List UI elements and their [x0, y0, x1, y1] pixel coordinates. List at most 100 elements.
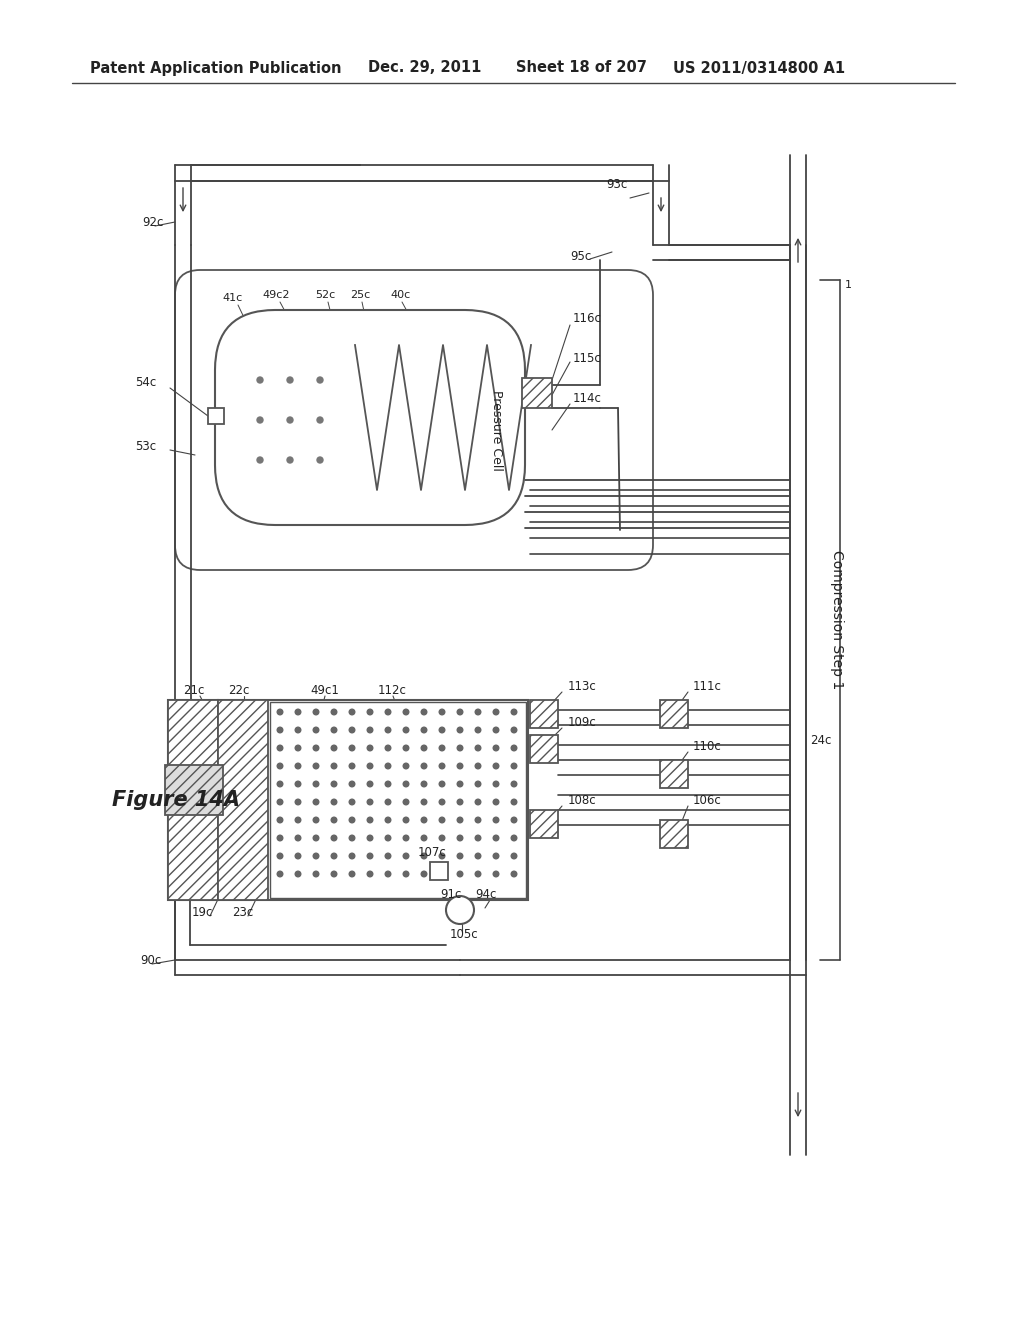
Circle shape: [331, 746, 337, 751]
Circle shape: [368, 709, 373, 715]
Circle shape: [439, 746, 444, 751]
Bar: [522, 378, 552, 408]
Circle shape: [368, 799, 373, 805]
Circle shape: [278, 853, 283, 859]
Circle shape: [278, 746, 283, 751]
Circle shape: [295, 799, 301, 805]
Circle shape: [439, 817, 444, 822]
Circle shape: [331, 853, 337, 859]
Circle shape: [295, 763, 301, 768]
Circle shape: [313, 817, 318, 822]
Circle shape: [349, 836, 354, 841]
Bar: [660, 760, 688, 788]
FancyBboxPatch shape: [175, 271, 653, 570]
Text: 105c: 105c: [450, 928, 478, 941]
Circle shape: [257, 378, 263, 383]
Bar: [165, 766, 223, 814]
Text: 1: 1: [845, 280, 852, 290]
Circle shape: [349, 799, 354, 805]
Circle shape: [403, 871, 409, 876]
Circle shape: [403, 817, 409, 822]
Circle shape: [439, 709, 444, 715]
Circle shape: [403, 746, 409, 751]
Circle shape: [295, 781, 301, 787]
Circle shape: [257, 457, 263, 463]
Text: 23c: 23c: [232, 906, 253, 919]
Text: 22c: 22c: [228, 684, 250, 697]
Circle shape: [313, 781, 318, 787]
Circle shape: [511, 799, 517, 805]
Text: Pressure Cell: Pressure Cell: [490, 389, 503, 470]
Text: Sheet 18 of 207: Sheet 18 of 207: [516, 61, 647, 75]
Circle shape: [317, 378, 323, 383]
Circle shape: [295, 727, 301, 733]
Circle shape: [439, 727, 444, 733]
Circle shape: [385, 817, 391, 822]
Circle shape: [457, 709, 463, 715]
Text: 110c: 110c: [693, 739, 722, 752]
Circle shape: [421, 836, 427, 841]
Circle shape: [421, 727, 427, 733]
Circle shape: [368, 746, 373, 751]
Bar: [660, 700, 688, 729]
Circle shape: [457, 836, 463, 841]
Circle shape: [349, 727, 354, 733]
Circle shape: [349, 763, 354, 768]
Text: 49c2: 49c2: [262, 290, 290, 300]
Bar: [530, 810, 558, 838]
Circle shape: [287, 457, 293, 463]
Text: 53c: 53c: [135, 441, 156, 454]
Text: US 2011/0314800 A1: US 2011/0314800 A1: [673, 61, 845, 75]
Circle shape: [475, 781, 481, 787]
Circle shape: [331, 709, 337, 715]
Circle shape: [421, 799, 427, 805]
Text: 94c: 94c: [475, 888, 497, 902]
Bar: [430, 862, 449, 880]
Circle shape: [385, 799, 391, 805]
Circle shape: [349, 709, 354, 715]
Circle shape: [331, 727, 337, 733]
Circle shape: [349, 853, 354, 859]
Circle shape: [403, 781, 409, 787]
Text: 49c1: 49c1: [310, 684, 339, 697]
Circle shape: [278, 763, 283, 768]
Circle shape: [385, 871, 391, 876]
Circle shape: [278, 871, 283, 876]
Circle shape: [475, 799, 481, 805]
Circle shape: [368, 853, 373, 859]
Circle shape: [439, 763, 444, 768]
Circle shape: [494, 781, 499, 787]
Circle shape: [439, 799, 444, 805]
Text: 95c: 95c: [570, 249, 591, 263]
Circle shape: [278, 727, 283, 733]
Bar: [660, 820, 688, 847]
Circle shape: [403, 836, 409, 841]
Bar: [530, 735, 558, 763]
Circle shape: [349, 817, 354, 822]
Circle shape: [457, 799, 463, 805]
Circle shape: [511, 746, 517, 751]
Text: 115c: 115c: [573, 351, 602, 364]
Bar: [530, 700, 558, 729]
Circle shape: [313, 746, 318, 751]
Circle shape: [475, 763, 481, 768]
Circle shape: [313, 727, 318, 733]
Circle shape: [278, 799, 283, 805]
Circle shape: [313, 836, 318, 841]
Circle shape: [421, 853, 427, 859]
Circle shape: [317, 457, 323, 463]
Bar: [168, 700, 218, 900]
Circle shape: [446, 896, 474, 924]
Circle shape: [331, 871, 337, 876]
Circle shape: [257, 417, 263, 422]
Circle shape: [494, 763, 499, 768]
Text: 112c: 112c: [378, 684, 407, 697]
Text: 113c: 113c: [568, 680, 597, 693]
Circle shape: [385, 763, 391, 768]
Circle shape: [457, 746, 463, 751]
Circle shape: [494, 853, 499, 859]
Circle shape: [349, 781, 354, 787]
Circle shape: [457, 781, 463, 787]
Circle shape: [331, 799, 337, 805]
Circle shape: [457, 871, 463, 876]
